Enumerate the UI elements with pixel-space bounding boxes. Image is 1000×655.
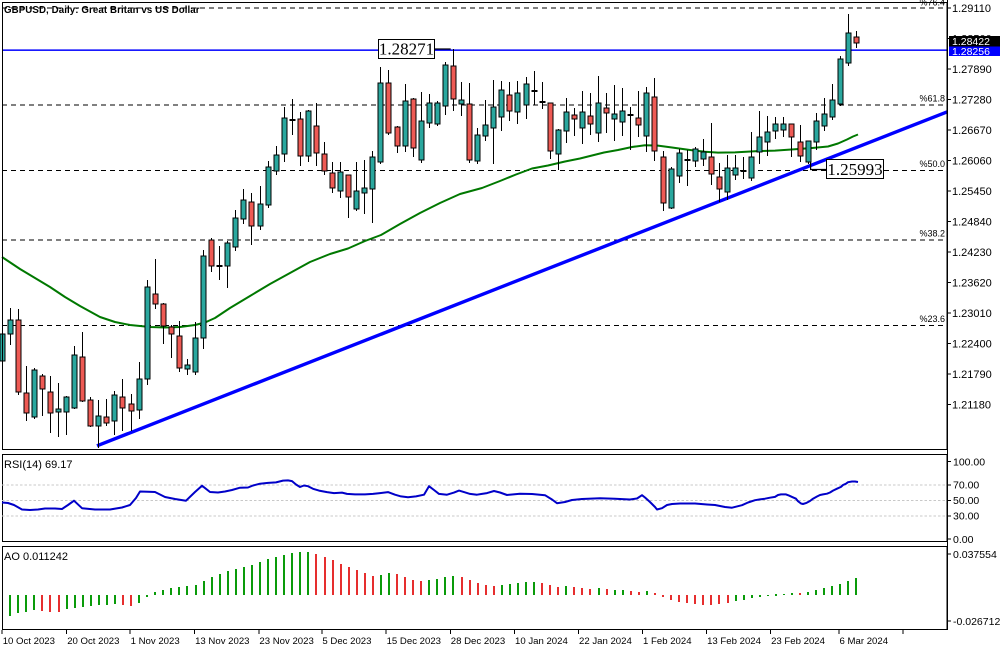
svg-text:28 Dec 2023: 28 Dec 2023 (451, 636, 505, 647)
svg-text:30.00: 30.00 (953, 511, 979, 523)
svg-text:1.26060: 1.26060 (952, 155, 992, 167)
svg-text:20 Oct 2023: 20 Oct 2023 (67, 636, 119, 647)
svg-text:0.00: 0.00 (953, 534, 974, 546)
svg-text:13 Nov 2023: 13 Nov 2023 (195, 636, 249, 647)
svg-text:1.23010: 1.23010 (952, 308, 992, 320)
svg-text:1.25450: 1.25450 (952, 186, 992, 198)
svg-text:15 Dec 2023: 15 Dec 2023 (387, 636, 441, 647)
svg-text:AO 0.011242: AO 0.011242 (4, 551, 68, 563)
svg-text:-0.026712: -0.026712 (953, 616, 1000, 628)
svg-text:%50.0: %50.0 (919, 159, 945, 169)
svg-text:1.27280: 1.27280 (952, 94, 992, 106)
svg-text:6 Mar 2024: 6 Mar 2024 (840, 636, 889, 647)
svg-text:1.21180: 1.21180 (952, 399, 991, 411)
svg-text:0.037554: 0.037554 (953, 549, 997, 561)
svg-text:13 Feb 2024: 13 Feb 2024 (707, 636, 762, 647)
svg-text:1.21790: 1.21790 (952, 369, 992, 381)
svg-text:23 Nov 2023: 23 Nov 2023 (259, 636, 313, 647)
svg-text:1 Nov 2023: 1 Nov 2023 (131, 636, 180, 647)
svg-text:50.00: 50.00 (953, 495, 979, 507)
svg-text:1.24230: 1.24230 (952, 247, 992, 259)
svg-text:1.28271: 1.28271 (379, 40, 434, 59)
svg-text:100.00: 100.00 (953, 456, 985, 468)
svg-text:%61.8: %61.8 (919, 94, 945, 104)
svg-text:1.29110: 1.29110 (952, 3, 991, 15)
svg-text:%23.6: %23.6 (919, 314, 945, 324)
svg-text:23 Feb 2024: 23 Feb 2024 (771, 636, 826, 647)
svg-text:1.25993: 1.25993 (827, 160, 882, 179)
svg-text:1.27890: 1.27890 (952, 64, 992, 76)
svg-text:22 Jan 2024: 22 Jan 2024 (579, 636, 632, 647)
svg-text:1.24840: 1.24840 (952, 216, 992, 228)
svg-text:1.23620: 1.23620 (952, 277, 992, 289)
svg-text:GBPUSD, Daily: Great Britan vs: GBPUSD, Daily: Great Britan vs US Dollar (4, 5, 200, 16)
svg-text:5 Dec 2023: 5 Dec 2023 (322, 636, 371, 647)
svg-text:10 Jan 2024: 10 Jan 2024 (515, 636, 568, 647)
svg-text:1 Feb 2024: 1 Feb 2024 (643, 636, 692, 647)
svg-text:%38.2: %38.2 (919, 229, 945, 239)
svg-text:1.28422: 1.28422 (952, 36, 990, 48)
svg-text:10 Oct 2023: 10 Oct 2023 (3, 636, 55, 647)
svg-text:1.26670: 1.26670 (952, 125, 992, 137)
svg-text:1.22400: 1.22400 (952, 338, 992, 350)
svg-text:70.00: 70.00 (953, 480, 979, 492)
svg-text:1.28256: 1.28256 (952, 46, 990, 58)
svg-text:%76.4: %76.4 (919, 0, 945, 8)
svg-text:RSI(14) 69.17: RSI(14) 69.17 (4, 459, 72, 471)
